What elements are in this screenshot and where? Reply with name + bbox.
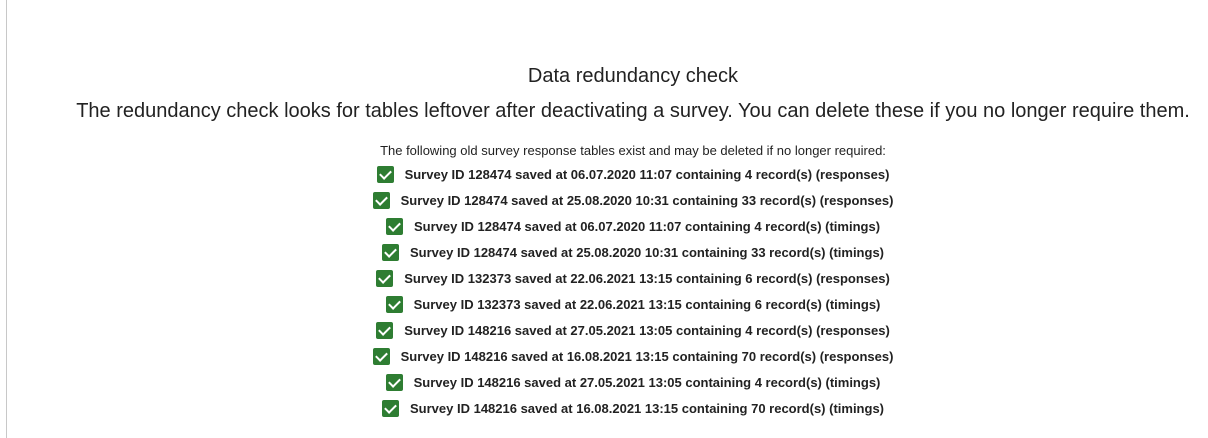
checkbox-checked-icon[interactable] [385, 218, 403, 235]
table-item[interactable]: Survey ID 148216 saved at 16.08.2021 13:… [63, 344, 1203, 370]
table-item[interactable]: Survey ID 128474 saved at 25.08.2020 10:… [63, 188, 1203, 214]
checkbox-checked-icon[interactable] [382, 244, 399, 261]
table-item[interactable]: Survey ID 128474 saved at 06.07.2020 11:… [63, 162, 1203, 188]
checkbox-checked-icon[interactable] [372, 192, 390, 209]
table-item-label: Survey ID 132373 saved at 22.06.2021 13:… [413, 297, 881, 312]
checkbox-checked-icon[interactable] [385, 374, 403, 391]
table-item[interactable]: Survey ID 148216 saved at 27.05.2021 13:… [63, 370, 1203, 396]
table-item-label: Survey ID 128474 saved at 06.07.2020 11:… [404, 167, 890, 182]
table-item[interactable]: Survey ID 132373 saved at 22.06.2021 13:… [63, 292, 1203, 318]
table-item[interactable]: Survey ID 148216 saved at 16.08.2021 13:… [63, 396, 1203, 422]
table-item[interactable]: Survey ID 128474 saved at 25.08.2020 10:… [63, 240, 1203, 266]
table-item[interactable]: Survey ID 132373 saved at 22.06.2021 13:… [63, 266, 1203, 292]
checkbox-checked-icon[interactable] [376, 166, 394, 183]
table-item-label: Survey ID 128474 saved at 25.08.2020 10:… [410, 245, 884, 260]
page-title: Data redundancy check [527, 65, 739, 87]
page-description: The redundancy check looks for tables le… [76, 100, 1190, 122]
table-item-label: Survey ID 132373 saved at 22.06.2021 13:… [404, 271, 890, 286]
table-item-label: Survey ID 148216 saved at 27.05.2021 13:… [404, 323, 890, 338]
checkbox-checked-icon[interactable] [382, 400, 399, 417]
old-tables-list: Survey ID 128474 saved at 06.07.2020 11:… [63, 162, 1203, 422]
tables-intro: The following old survey response tables… [380, 143, 886, 158]
table-item-label: Survey ID 148216 saved at 16.08.2021 13:… [410, 401, 884, 416]
checkbox-checked-icon[interactable] [385, 296, 403, 313]
checkbox-checked-icon[interactable] [372, 348, 390, 365]
checkbox-checked-icon[interactable] [376, 270, 394, 287]
checkbox-checked-icon[interactable] [376, 322, 394, 339]
table-item-label: Survey ID 128474 saved at 25.08.2020 10:… [400, 193, 894, 208]
table-item-label: Survey ID 148216 saved at 27.05.2021 13:… [413, 375, 881, 390]
table-item-label: Survey ID 148216 saved at 16.08.2021 13:… [400, 349, 894, 364]
table-item[interactable]: Survey ID 128474 saved at 06.07.2020 11:… [63, 214, 1203, 240]
table-item-label: Survey ID 128474 saved at 06.07.2020 11:… [413, 219, 881, 234]
table-item[interactable]: Survey ID 148216 saved at 27.05.2021 13:… [63, 318, 1203, 344]
redundancy-check-panel: Data redundancy check The redundancy che… [63, 62, 1203, 422]
panel-border [6, 0, 7, 438]
